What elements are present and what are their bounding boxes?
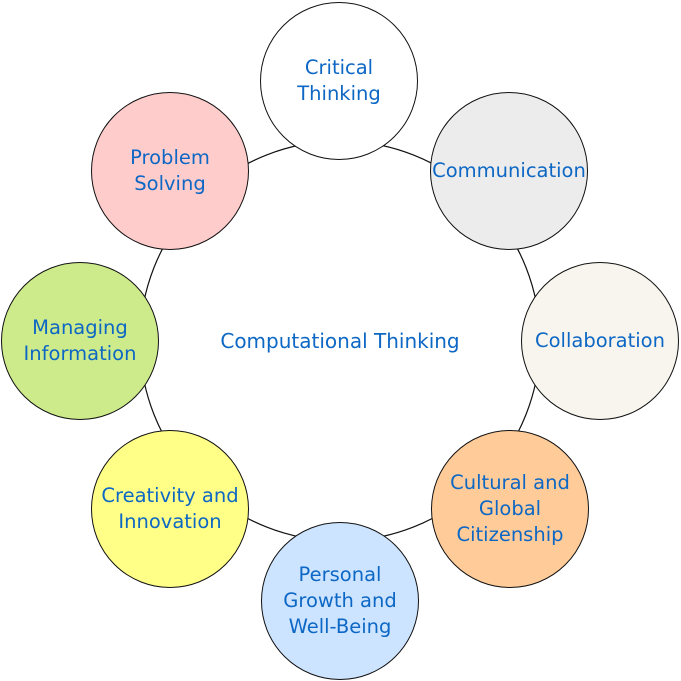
node-critical-thinking: Critical Thinking: [260, 2, 418, 160]
node-label-critical-thinking: Critical Thinking: [297, 56, 381, 105]
node-managing-information: Managing Information: [1, 262, 159, 420]
node-creativity-innovation: Creativity and Innovation: [91, 430, 249, 588]
node-problem-solving: Problem Solving: [91, 92, 249, 250]
node-label-managing-information: Managing Information: [23, 316, 137, 365]
node-personal-growth-well-being: Personal Growth and Well-Being: [261, 522, 419, 680]
node-collaboration: Collaboration: [521, 262, 679, 420]
node-communication: Communication: [430, 92, 588, 250]
node-label-creativity-innovation: Creativity and Innovation: [101, 484, 239, 533]
node-label-personal-growth-well-being: Personal Growth and Well-Being: [283, 563, 397, 638]
node-label-communication: Communication: [432, 159, 586, 182]
node-cultural-global-citizenship: Cultural and Global Citizenship: [431, 430, 589, 588]
node-label-problem-solving: Problem Solving: [130, 146, 210, 195]
node-label-cultural-global-citizenship: Cultural and Global Citizenship: [450, 471, 570, 546]
center-label: Computational Thinking: [220, 329, 460, 353]
node-label-collaboration: Collaboration: [535, 329, 665, 352]
